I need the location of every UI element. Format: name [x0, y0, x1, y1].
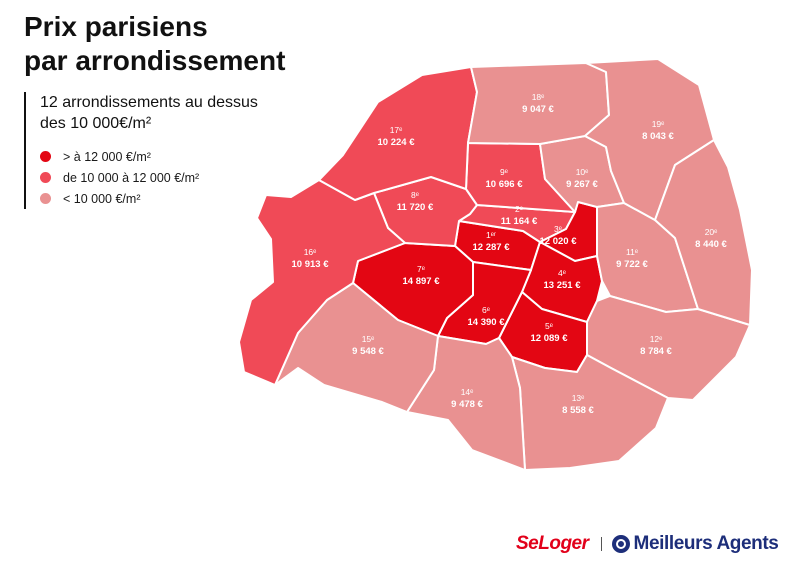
- arrondissement-2-number: 2ᵉ: [515, 204, 523, 214]
- arrondissement-4-price: 13 251 €: [544, 280, 582, 291]
- arrondissement-10-number: 10ᵉ: [576, 167, 589, 177]
- arrondissement-20-number: 20ᵉ: [705, 227, 718, 237]
- arrondissement-12-number: 12ᵉ: [650, 334, 663, 344]
- arrondissement-14-number: 14ᵉ: [461, 387, 474, 397]
- arrondissement-18-price: 9 047 €: [522, 104, 554, 115]
- arrondissement-8-number: 8ᵉ: [411, 190, 419, 200]
- legend-subtitle: 12 arrondissements au dessus des 10 000€…: [40, 92, 330, 134]
- legend-item-high: > à 12 000 €/m²: [40, 146, 330, 167]
- arrondissement-15-number: 15ᵉ: [362, 334, 375, 344]
- subtitle-line-2: des 10 000€/m²: [40, 115, 152, 132]
- arrondissement-12-price: 8 784 €: [640, 346, 672, 357]
- arrondissement-7-price: 14 897 €: [403, 276, 441, 287]
- arrondissement-18-number: 18ᵉ: [532, 92, 545, 102]
- arrondissement-7-number: 7ᵉ: [417, 264, 425, 274]
- arrondissement-20-price: 8 440 €: [695, 239, 727, 250]
- arrondissement-11-price: 9 722 €: [616, 259, 648, 270]
- legend-dot-high: [40, 151, 51, 162]
- legend-dot-low: [40, 193, 51, 204]
- arrondissement-4-number: 4ᵉ: [558, 268, 566, 278]
- arrondissement-13-number: 13ᵉ: [572, 393, 585, 403]
- legend: 12 arrondissements au dessus des 10 000€…: [24, 92, 330, 209]
- legend-item-mid: de 10 000 à 12 000 €/m²: [40, 167, 330, 188]
- arrondissement-10-price: 9 267 €: [566, 179, 598, 190]
- arrondissement-17-number: 17ᵉ: [390, 125, 403, 135]
- arrondissement-19-price: 8 043 €: [642, 131, 674, 142]
- arrondissement-16: [238, 179, 406, 386]
- arrondissement-1-number: 1ᵉʳ: [486, 230, 496, 240]
- arrondissement-13-price: 8 558 €: [562, 405, 594, 416]
- arrondissement-6-number: 6ᵉ: [482, 305, 490, 315]
- arrondissement-19-number: 19ᵉ: [652, 119, 665, 129]
- arrondissement-8-price: 11 720 €: [397, 202, 434, 213]
- arrondissement-5-number: 5ᵉ: [545, 321, 553, 331]
- arrondissement-19: [584, 58, 715, 221]
- arrondissement-5-price: 12 089 €: [531, 333, 569, 344]
- footer-logos: SeLoger Meilleurs Agents: [516, 532, 779, 556]
- arrondissement-17-price: 10 224 €: [378, 137, 416, 148]
- arrondissement-16-price: 10 913 €: [292, 259, 330, 270]
- arrondissement-9-price: 10 696 €: [486, 179, 524, 190]
- subtitle-line-1: 12 arrondissements au dessus: [40, 94, 258, 111]
- meilleurs-agents-logo: Meilleurs Agents: [633, 533, 779, 554]
- arrondissement-3-price: 12 020 €: [540, 236, 578, 247]
- page-title: Prix parisiens par arrondissement: [24, 10, 285, 78]
- legend-label-high: > à 12 000 €/m²: [63, 149, 151, 164]
- legend-dot-mid: [40, 172, 51, 183]
- logo-separator: [600, 537, 602, 551]
- legend-label-low: < 10 000 €/m²: [63, 191, 141, 206]
- arrondissement-1-price: 12 287 €: [473, 242, 511, 253]
- legend-item-low: < 10 000 €/m²: [40, 188, 330, 209]
- title-line-1: Prix parisiens: [24, 11, 208, 42]
- meilleurs-agents-icon: [611, 535, 630, 553]
- title-line-2: par arrondissement: [24, 45, 286, 76]
- arrondissement-20: [654, 139, 753, 326]
- arrondissement-14-price: 9 478 €: [451, 399, 483, 410]
- seloger-logo: SeLoger: [516, 533, 589, 554]
- arrondissement-6-price: 14 390 €: [468, 317, 506, 328]
- legend-label-mid: de 10 000 à 12 000 €/m²: [63, 170, 200, 185]
- arrondissement-11-number: 11ᵉ: [626, 247, 638, 257]
- arrondissement-2-price: 11 164 €: [501, 216, 538, 227]
- arrondissement-15-price: 9 548 €: [352, 346, 384, 357]
- arrondissement-3-number: 3ᵉ: [554, 224, 562, 234]
- arrondissement-9-number: 9ᵉ: [500, 167, 508, 177]
- arrondissement-16-number: 16ᵉ: [304, 247, 317, 257]
